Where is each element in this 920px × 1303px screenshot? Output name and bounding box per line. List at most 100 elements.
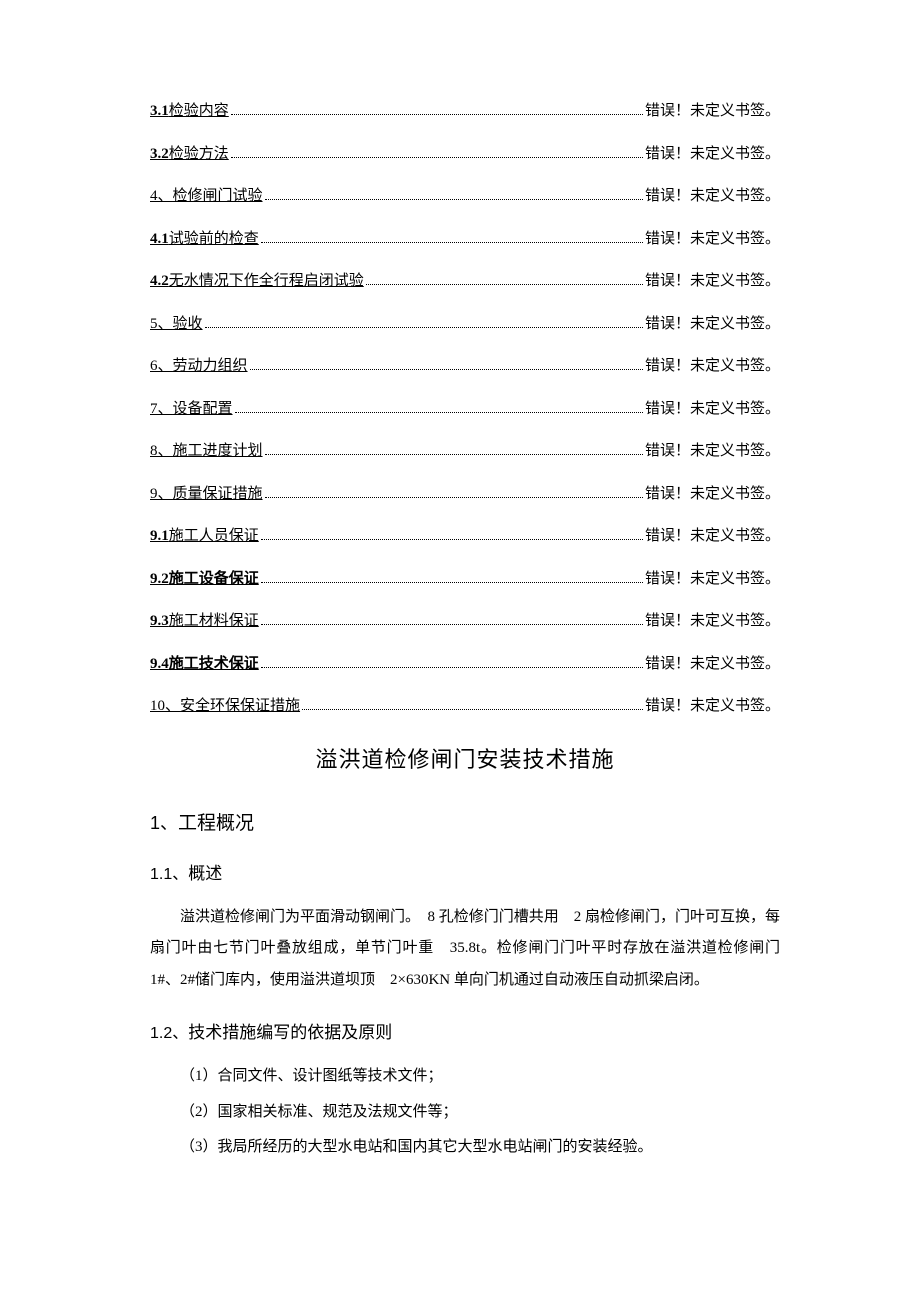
toc-leader-dots xyxy=(265,454,643,455)
toc-row: 4、检修闸门试验 错误！未定义书签。 xyxy=(150,185,780,208)
toc-error-text: 错误！未定义书签。 xyxy=(645,270,780,293)
toc-row: 3.2检验方法 错误！未定义书签。 xyxy=(150,143,780,166)
toc-error-text: 错误！未定义书签。 xyxy=(645,100,780,123)
toc-error-text: 错误！未定义书签。 xyxy=(645,355,780,378)
toc-item-number: 7、 xyxy=(150,401,173,417)
table-of-contents: 3.1检验内容 错误！未定义书签。3.2检验方法 错误！未定义书签。4、检修闸门… xyxy=(150,100,780,718)
toc-leader-dots xyxy=(250,369,643,370)
toc-leader-dots xyxy=(366,284,643,285)
toc-error-text: 错误！未定义书签。 xyxy=(645,610,780,633)
toc-item-label: 无水情况下作全行程启闭试验 xyxy=(169,273,364,289)
toc-row: 6、劳动力组织 错误！未定义书签。 xyxy=(150,355,780,378)
toc-error-text: 错误！未定义书签。 xyxy=(645,483,780,506)
toc-leader-dots xyxy=(302,709,643,710)
toc-item-label: 施工进度计划 xyxy=(173,443,263,459)
toc-link[interactable]: 3.1检验内容 xyxy=(150,100,229,123)
toc-leader-dots xyxy=(261,582,643,583)
toc-item-number: 9.4 xyxy=(150,656,169,672)
toc-leader-dots xyxy=(231,157,643,158)
toc-item-label: 设备配置 xyxy=(173,401,233,417)
toc-link[interactable]: 4.2无水情况下作全行程启闭试验 xyxy=(150,270,364,293)
heading-1: 1、工程概况 xyxy=(150,808,780,835)
toc-leader-dots xyxy=(235,412,643,413)
toc-leader-dots xyxy=(261,539,643,540)
toc-error-text: 错误！未定义书签。 xyxy=(645,653,780,676)
toc-item-label: 检验内容 xyxy=(169,103,229,119)
toc-item-number: 9、 xyxy=(150,486,173,502)
document-page: 3.1检验内容 错误！未定义书签。3.2检验方法 错误！未定义书签。4、检修闸门… xyxy=(0,0,920,1303)
list-item: （1）合同文件、设计图纸等技术文件； xyxy=(150,1061,780,1093)
toc-item-number: 3.2 xyxy=(150,146,169,162)
toc-row: 4.2无水情况下作全行程启闭试验 错误！未定义书签。 xyxy=(150,270,780,293)
heading-label: 技术措施编写的依据及原则 xyxy=(188,1023,392,1042)
toc-link[interactable]: 9.2施工设备保证 xyxy=(150,568,259,591)
toc-item-number: 5、 xyxy=(150,316,173,332)
toc-item-label: 验收 xyxy=(173,316,203,332)
toc-item-number: 8、 xyxy=(150,443,173,459)
toc-leader-dots xyxy=(261,667,643,668)
toc-link[interactable]: 10、安全环保保证措施 xyxy=(150,695,300,718)
toc-error-text: 错误！未定义书签。 xyxy=(645,185,780,208)
toc-link[interactable]: 4.1试验前的检查 xyxy=(150,228,259,251)
toc-error-text: 错误！未定义书签。 xyxy=(645,228,780,251)
toc-error-text: 错误！未定义书签。 xyxy=(645,695,780,718)
toc-item-number: 9.3 xyxy=(150,613,169,629)
toc-link[interactable]: 9.4施工技术保证 xyxy=(150,653,259,676)
toc-item-label: 检修闸门试验 xyxy=(173,188,263,204)
toc-leader-dots xyxy=(261,624,643,625)
heading-number: 1、 xyxy=(150,813,178,833)
toc-item-number: 3.1 xyxy=(150,103,169,119)
document-title: 溢洪道检修闸门安装技术措施 xyxy=(150,742,780,774)
toc-leader-dots xyxy=(265,497,643,498)
toc-item-number: 9.2 xyxy=(150,571,169,587)
heading-label: 工程概况 xyxy=(178,813,254,834)
toc-row: 3.1检验内容 错误！未定义书签。 xyxy=(150,100,780,123)
toc-error-text: 错误！未定义书签。 xyxy=(645,440,780,463)
toc-row: 8、施工进度计划 错误！未定义书签。 xyxy=(150,440,780,463)
toc-row: 9.3施工材料保证 错误！未定义书签。 xyxy=(150,610,780,633)
toc-item-label: 试验前的检查 xyxy=(169,231,259,247)
toc-row: 4.1试验前的检查 错误！未定义书签。 xyxy=(150,228,780,251)
toc-row: 10、安全环保保证措施 错误！未定义书签。 xyxy=(150,695,780,718)
heading-label: 概述 xyxy=(188,864,222,883)
toc-link[interactable]: 9.1施工人员保证 xyxy=(150,525,259,548)
toc-leader-dots xyxy=(261,242,643,243)
toc-leader-dots xyxy=(205,327,643,328)
toc-link[interactable]: 8、施工进度计划 xyxy=(150,440,263,463)
heading-1-2: 1.2、技术措施编写的依据及原则 xyxy=(150,1018,780,1043)
toc-row: 9.4施工技术保证 错误！未定义书签。 xyxy=(150,653,780,676)
list-item: （3）我局所经历的大型水电站和国内其它大型水电站闸门的安装经验。 xyxy=(150,1132,780,1164)
toc-row: 9、质量保证措施 错误！未定义书签。 xyxy=(150,483,780,506)
toc-item-label: 施工设备保证 xyxy=(169,571,259,587)
toc-item-number: 9.1 xyxy=(150,528,169,544)
toc-error-text: 错误！未定义书签。 xyxy=(645,525,780,548)
toc-item-number: 10、 xyxy=(150,698,180,714)
toc-error-text: 错误！未定义书签。 xyxy=(645,143,780,166)
toc-leader-dots xyxy=(231,114,643,115)
toc-link[interactable]: 9、质量保证措施 xyxy=(150,483,263,506)
toc-item-number: 4.2 xyxy=(150,273,169,289)
toc-link[interactable]: 4、检修闸门试验 xyxy=(150,185,263,208)
toc-item-label: 检验方法 xyxy=(169,146,229,162)
heading-number: 1.2、 xyxy=(150,1025,188,1042)
toc-item-label: 质量保证措施 xyxy=(173,486,263,502)
toc-link[interactable]: 6、劳动力组织 xyxy=(150,355,248,378)
toc-link[interactable]: 5、验收 xyxy=(150,313,203,336)
toc-item-number: 4、 xyxy=(150,188,173,204)
toc-link[interactable]: 3.2检验方法 xyxy=(150,143,229,166)
toc-row: 9.2施工设备保证 错误！未定义书签。 xyxy=(150,568,780,591)
toc-row: 7、设备配置 错误！未定义书签。 xyxy=(150,398,780,421)
toc-link[interactable]: 9.3施工材料保证 xyxy=(150,610,259,633)
paragraph-1-1: 溢洪道检修闸门为平面滑动钢闸门。 8 孔检修门门槽共用 2 扇检修闸门，门叶可互… xyxy=(150,902,780,997)
toc-leader-dots xyxy=(265,199,643,200)
heading-1-1: 1.1、概述 xyxy=(150,859,780,884)
toc-item-label: 施工材料保证 xyxy=(169,613,259,629)
toc-item-label: 施工人员保证 xyxy=(169,528,259,544)
toc-item-label: 安全环保保证措施 xyxy=(180,698,300,714)
toc-row: 9.1施工人员保证 错误！未定义书签。 xyxy=(150,525,780,548)
toc-row: 5、验收 错误！未定义书签。 xyxy=(150,313,780,336)
toc-link[interactable]: 7、设备配置 xyxy=(150,398,233,421)
toc-error-text: 错误！未定义书签。 xyxy=(645,398,780,421)
toc-item-label: 施工技术保证 xyxy=(169,656,259,672)
list-item: （2）国家相关标准、规范及法规文件等； xyxy=(150,1097,780,1129)
